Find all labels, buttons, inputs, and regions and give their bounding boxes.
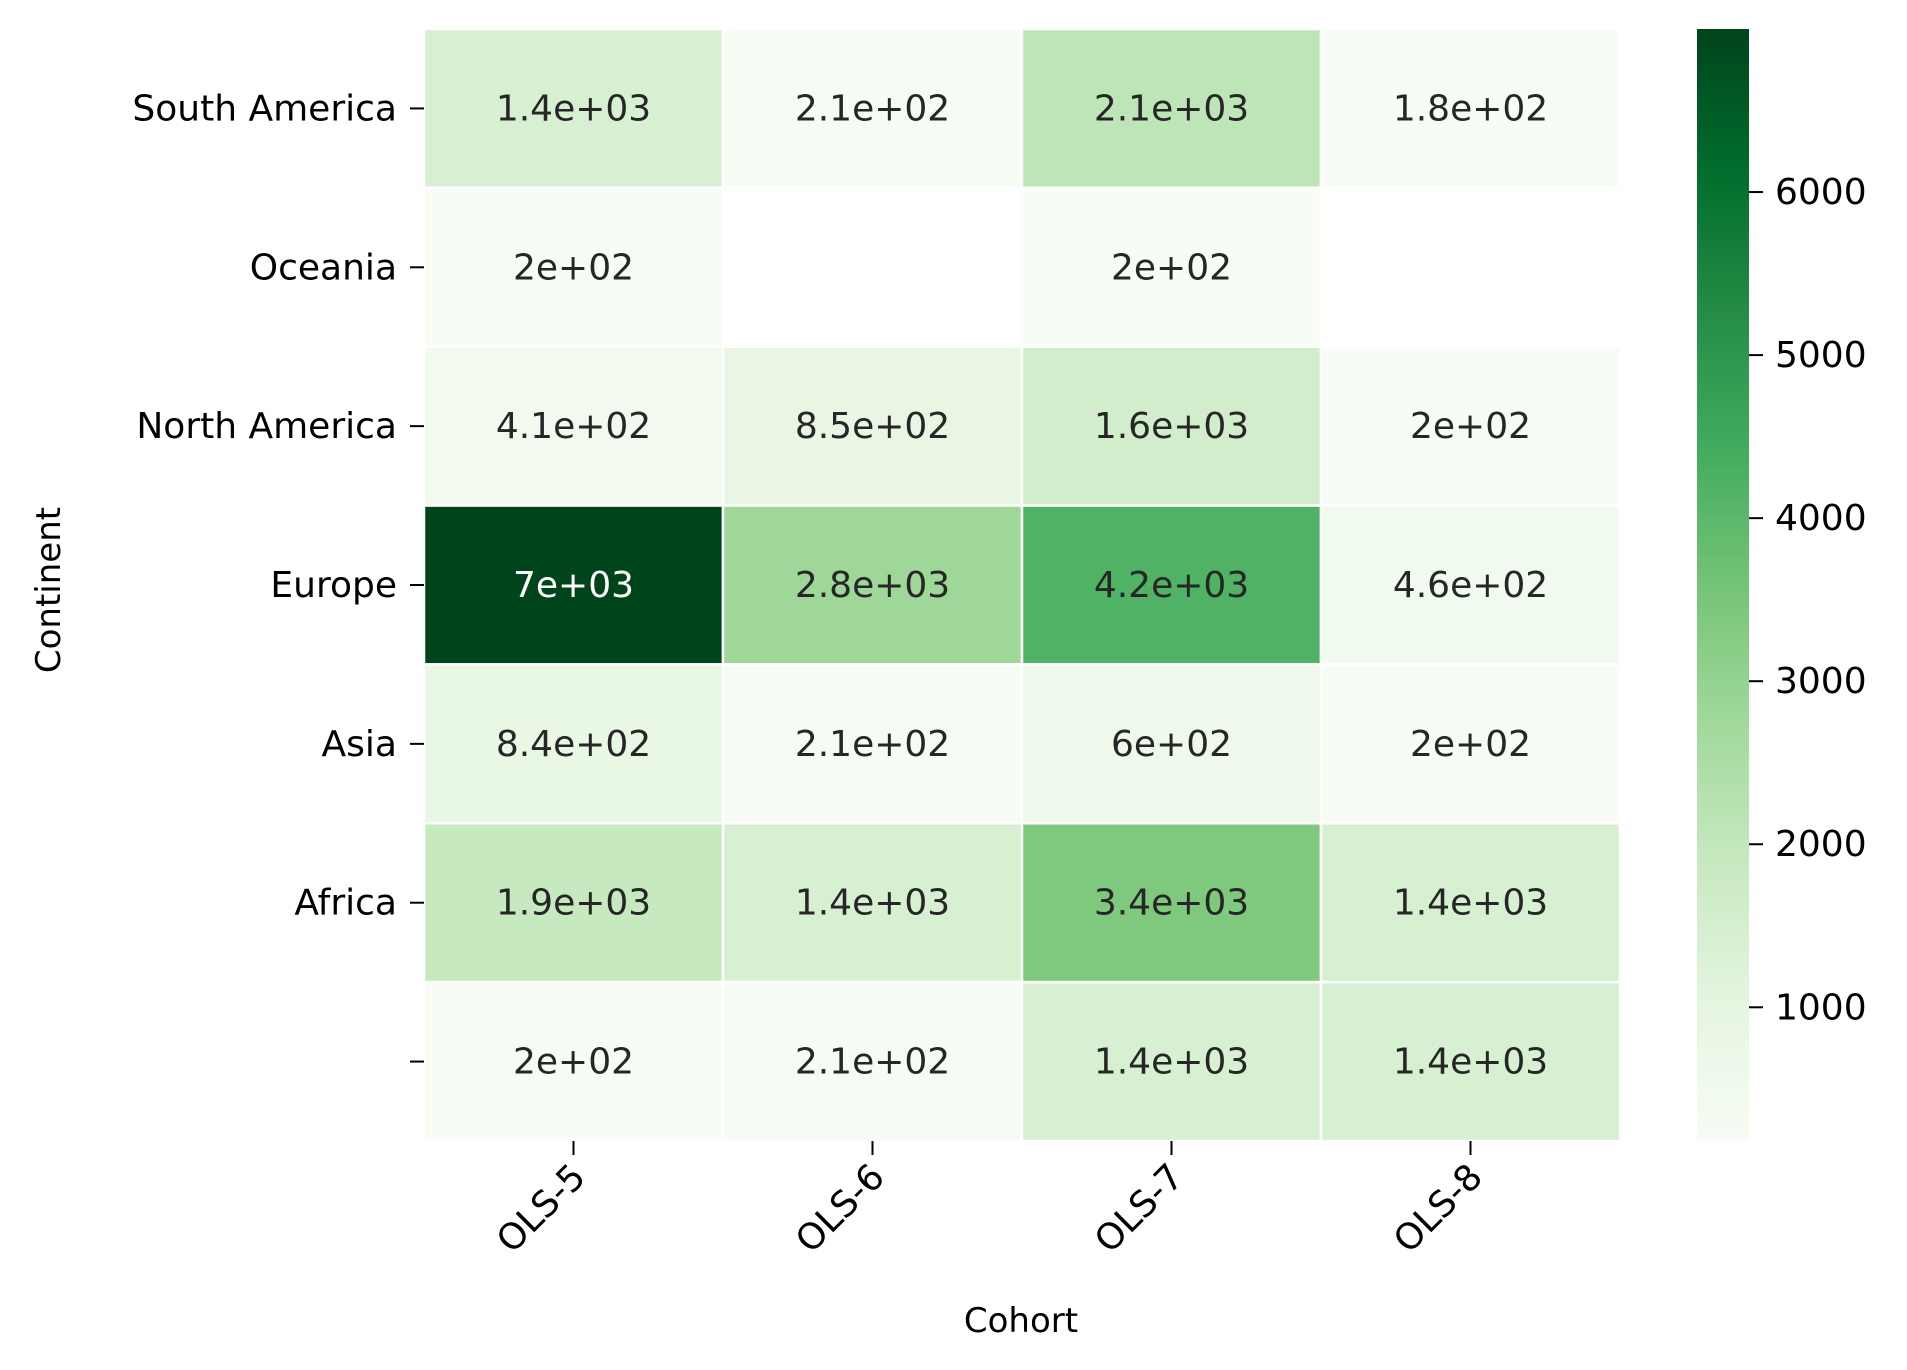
y-axis: South America Oceania North America Europe A…: [132, 88, 424, 1063]
cell-value-label: 2e+02: [513, 247, 634, 288]
cell-value-label: 1.4e+03: [1094, 1042, 1249, 1083]
cell-value-label: 2.1e+02: [795, 1042, 950, 1083]
cell-value-label: 1.9e+03: [496, 883, 651, 924]
heatmap-cell: [1020, 822, 1323, 984]
cell-value-label: 4.6e+02: [1393, 565, 1548, 606]
heatmap-cell: [422, 822, 725, 984]
heatmap-cell: [721, 27, 1024, 190]
y-tick-label: Oceania: [250, 247, 397, 288]
heatmap-cell: [422, 186, 725, 348]
x-tick-label: OLS-6: [788, 1156, 893, 1261]
heatmap-cell: [422, 27, 725, 190]
colorbar-tick-label: 2000: [1775, 824, 1867, 865]
heatmap-cell: [422, 980, 725, 1143]
heatmap-cell: [1319, 504, 1622, 666]
x-axis: OLS-5 OLS-6 OLS-7 OLS-8: [489, 1141, 1491, 1261]
heatmap-cell: [1020, 663, 1323, 825]
heatmap-cells: [422, 27, 1622, 1143]
heatmap-cell: [1020, 980, 1323, 1143]
cell-value-label: 1.6e+03: [1094, 406, 1249, 447]
cell-value-label: 1.4e+03: [496, 88, 651, 129]
heatmap-cell: [1319, 980, 1622, 1143]
y-tick-label: Asia: [322, 724, 397, 765]
colorbar-tick-label: 3000: [1775, 661, 1867, 702]
cell-value-label: 1.4e+03: [795, 883, 950, 924]
heatmap-cell: [1020, 186, 1323, 348]
x-tick-label: OLS-8: [1386, 1156, 1491, 1261]
heatmap-cell: [721, 822, 1024, 984]
cell-value-label: 2e+02: [513, 1042, 634, 1083]
cell-value-label: 6e+02: [1111, 724, 1232, 765]
cell-value-label: 2e+02: [1111, 247, 1232, 288]
cell-value-label: 1.4e+03: [1393, 1042, 1548, 1083]
cell-value-label: 4.1e+02: [496, 406, 651, 447]
cell-value-label: 7e+03: [513, 565, 634, 606]
colorbar-tick-label: 6000: [1775, 172, 1867, 213]
cell-value-label: 2e+02: [1410, 406, 1531, 447]
y-tick-label: Africa: [294, 883, 397, 924]
heatmap-cell: [1319, 345, 1622, 507]
cell-value-label: 8.5e+02: [795, 406, 950, 447]
y-tick-label: South America: [132, 88, 397, 129]
colorbar-tick-label: 1000: [1775, 987, 1867, 1028]
heatmap-cell: [721, 663, 1024, 825]
y-tick-label: North America: [136, 406, 397, 447]
heatmap-cell: [1319, 822, 1622, 984]
colorbar-tick-label: 5000: [1775, 335, 1867, 376]
y-tick-label: Europe: [270, 565, 397, 606]
heatmap-cell: [721, 345, 1024, 507]
heatmap-cell: [1020, 27, 1323, 190]
cell-labels: 1.4e+03 2.1e+02 2.1e+03 1.8e+02 2e+02 2e+02 4.…: [496, 88, 1548, 1082]
cell-value-label: 1.8e+02: [1393, 88, 1548, 129]
x-axis-label: Cohort: [964, 1301, 1078, 1341]
heatmap-cell: [721, 504, 1024, 666]
colorbar-tick-label: 4000: [1775, 498, 1867, 539]
cell-value-label: 3.4e+03: [1094, 883, 1249, 924]
x-tick-label: OLS-5: [489, 1156, 594, 1261]
heatmap-cell: [1319, 663, 1622, 825]
colorbar: 1000 2000 3000 4000 5000 6000: [1697, 29, 1867, 1141]
cell-value-label: 2.1e+03: [1094, 88, 1249, 129]
cell-value-label: 8.4e+02: [496, 724, 651, 765]
cell-value-label: 2.1e+02: [795, 724, 950, 765]
colorbar-gradient: [1697, 29, 1749, 1141]
y-axis-label: Continent: [29, 507, 69, 673]
heatmap-cell: [1020, 504, 1323, 666]
cell-value-label: 2.8e+03: [795, 565, 950, 606]
cell-value-label: 2e+02: [1410, 724, 1531, 765]
cell-value-label: 2.1e+02: [795, 88, 950, 129]
cell-value-label: 4.2e+03: [1094, 565, 1249, 606]
x-tick-label: OLS-7: [1087, 1156, 1192, 1261]
cell-value-label: 1.4e+03: [1393, 883, 1548, 924]
heatmap-cell: [1319, 27, 1622, 190]
